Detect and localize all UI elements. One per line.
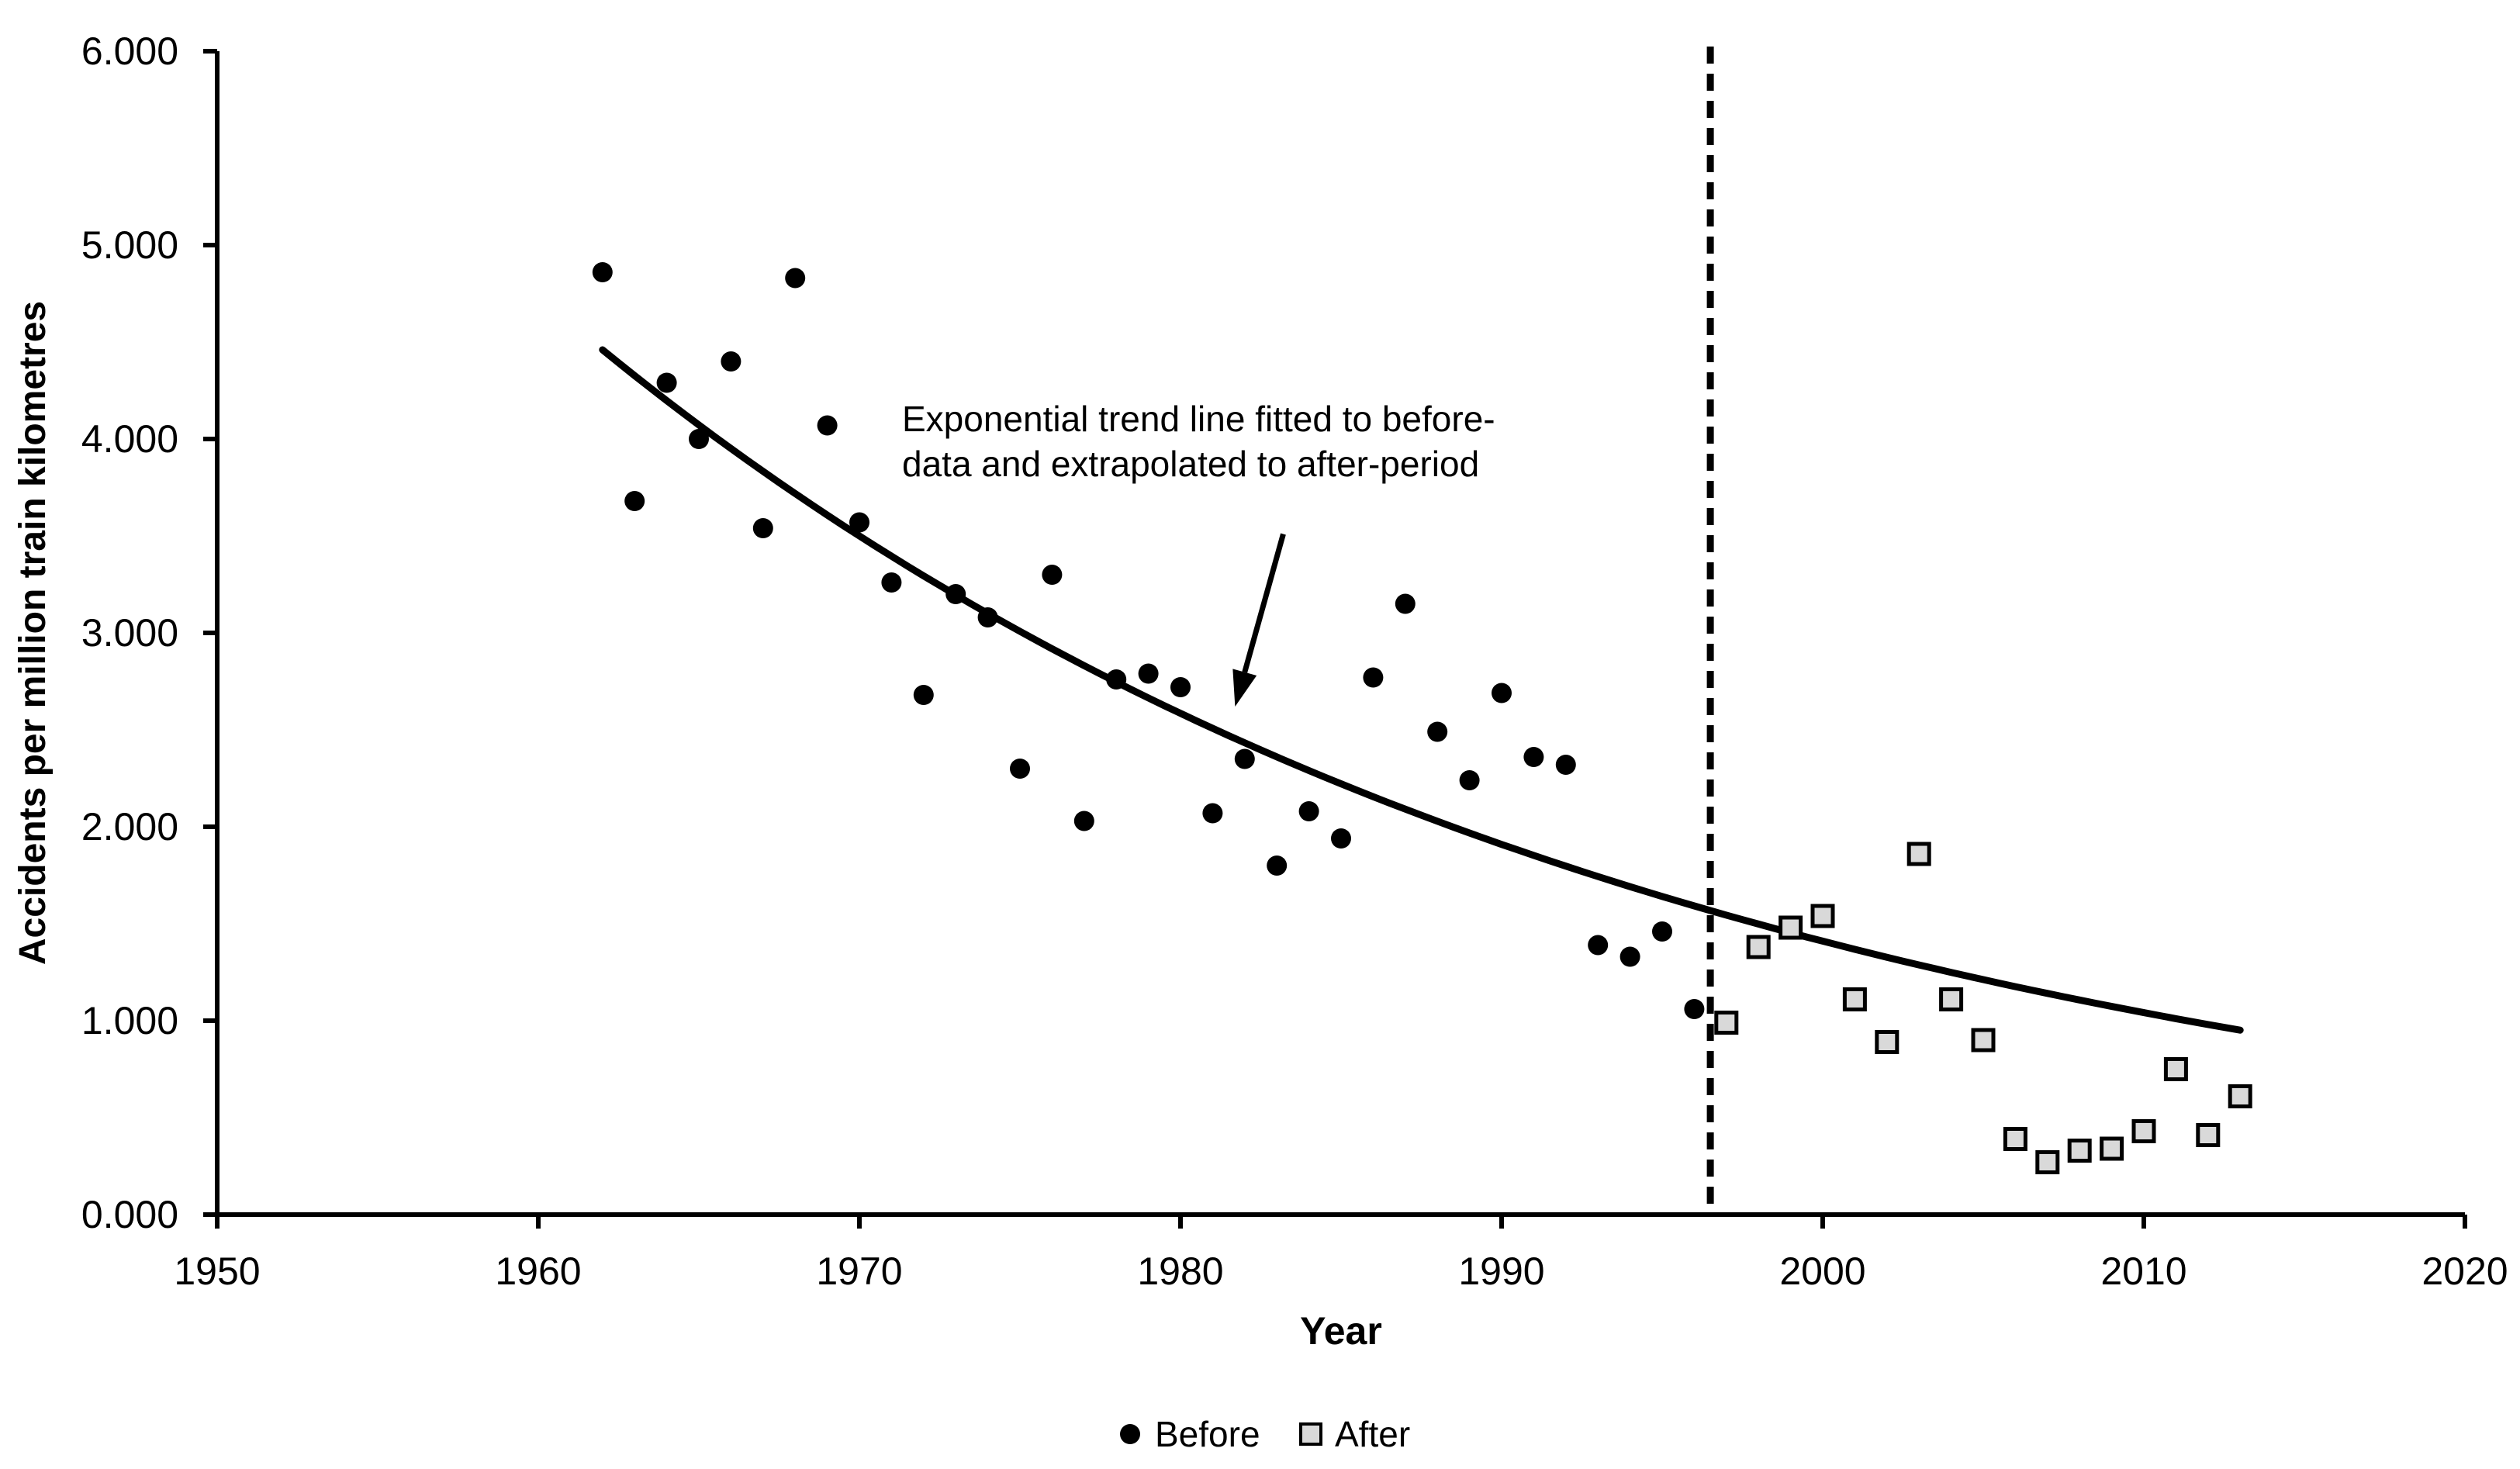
x-tick-label: 1980 [1137, 1250, 1223, 1293]
data-point-before [849, 512, 869, 533]
data-point-after [1714, 1011, 1739, 1035]
y-tick-label: 2.000 [81, 805, 178, 849]
plot-area: 0.000 1.000 2.000 3.000 4.000 5.000 6.000 1950 1… [81, 29, 2508, 1293]
data-point-before [1010, 759, 1030, 779]
data-point-before [1620, 946, 1640, 967]
y-tick-label: 1.000 [81, 999, 178, 1042]
data-point-before [1073, 811, 1094, 831]
data-point-before [1202, 803, 1223, 824]
data-point-after [1971, 1028, 1996, 1052]
data-point-after [2228, 1084, 2252, 1108]
data-point-before [1588, 935, 1609, 956]
data-point-before [656, 372, 677, 393]
data-point-before [1106, 669, 1127, 690]
data-point-before [1555, 755, 1576, 775]
x-tick-label: 2000 [1779, 1250, 1865, 1293]
data-point-before [1395, 593, 1416, 614]
y-tick-label: 5.000 [81, 223, 178, 267]
data-point-before [1523, 747, 1544, 767]
annotation-arrow-line [1242, 533, 1286, 673]
y-tick-label: 6.000 [81, 29, 178, 73]
data-point-before [1492, 683, 1512, 703]
data-point-before [1684, 999, 1705, 1019]
legend-after-marker-icon [1299, 1422, 1322, 1446]
x-tick-label: 1960 [495, 1250, 581, 1293]
data-point-before [1298, 801, 1319, 821]
data-point-after [2196, 1123, 2221, 1147]
data-point-after [2131, 1119, 2156, 1143]
data-point-before [1170, 677, 1191, 697]
data-point-before [624, 491, 645, 511]
data-point-after [1810, 904, 1835, 928]
y-axis-title: Accidents per million train kilometres [12, 301, 54, 965]
data-point-before [881, 572, 902, 593]
y-tick-label: 4.000 [81, 417, 178, 461]
data-point-after [2100, 1136, 2124, 1161]
legend-before-marker-icon [1120, 1424, 1140, 1444]
data-point-before [1427, 721, 1448, 742]
data-point-before [817, 415, 838, 436]
data-point-after [1746, 935, 1771, 959]
x-tick-label: 2010 [2100, 1250, 2186, 1293]
data-point-before [752, 518, 773, 538]
trend-line [599, 346, 2244, 1034]
annotation-line-1: Exponential trend line fitted to before- [902, 399, 1495, 439]
legend-after-label: After [1335, 1414, 1410, 1454]
data-point-before [1331, 828, 1351, 849]
y-tick-label: 0.000 [81, 1193, 178, 1236]
x-tick-label: 2020 [2421, 1250, 2508, 1293]
data-point-before [1652, 921, 1672, 942]
legend: Before After [1120, 1414, 1410, 1454]
y-tick-label: 3.000 [81, 611, 178, 655]
data-point-before [1363, 667, 1384, 688]
legend-before-label: Before [1155, 1414, 1260, 1454]
data-point-after [1906, 842, 1931, 866]
data-point-before [721, 351, 741, 372]
x-tick-label: 1990 [1458, 1250, 1544, 1293]
x-tick-label: 1950 [174, 1250, 260, 1293]
data-point-before [592, 262, 613, 282]
data-point-after [1842, 987, 1867, 1011]
data-point-before [1042, 565, 1063, 585]
data-point-after [2067, 1139, 2092, 1163]
data-point-after [2035, 1150, 2060, 1174]
data-point-before [689, 429, 709, 449]
data-point-before [1234, 748, 1255, 769]
annotation-line-2: data and extrapolated to after-period [902, 444, 1479, 484]
data-point-before [913, 685, 934, 705]
data-point-before [1459, 770, 1480, 790]
data-point-before [1138, 663, 1159, 684]
data-point-after [2163, 1057, 2188, 1081]
data-point-after [1779, 915, 1803, 940]
data-point-before [1267, 855, 1288, 876]
data-point-after [1939, 987, 1964, 1011]
data-point-before [945, 584, 966, 604]
annotation-arrow-head [1232, 669, 1257, 707]
x-axis-title: Year [1300, 1309, 1382, 1353]
x-tick-label: 1970 [816, 1250, 902, 1293]
data-point-after [2003, 1127, 2027, 1151]
data-point-before [785, 268, 806, 289]
data-point-before [977, 607, 998, 627]
data-point-after [1875, 1030, 1900, 1054]
